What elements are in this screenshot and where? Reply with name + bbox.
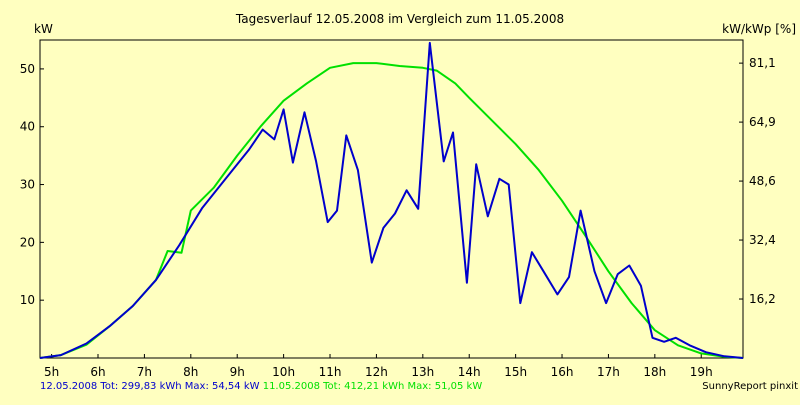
plot-frame <box>39 39 744 359</box>
series-lines <box>39 41 744 359</box>
x-tick-label: 5h <box>44 365 59 379</box>
x-tick-label: 12h <box>365 365 388 379</box>
left-axis-unit: kW <box>34 22 53 36</box>
x-tick-label: 13h <box>411 365 434 379</box>
right-y-tick-label: 64,9 <box>749 115 776 129</box>
right-y-tick-label: 32,4 <box>749 233 776 247</box>
credit-text: SunnyReport pinxit <box>702 381 798 392</box>
x-tick-label: 9h <box>230 365 245 379</box>
x-tick-label: 17h <box>597 365 620 379</box>
chart-title: Tagesverlauf 12.05.2008 im Vergleich zum… <box>235 12 564 26</box>
right-y-axis: 16,2 32,4 48,6 64,9 81,1 <box>739 56 776 306</box>
right-y-tick-label: 16,2 <box>749 292 776 306</box>
x-tick-label: 16h <box>551 365 574 379</box>
left-y-tick-label: 10 <box>20 293 35 307</box>
footer-series1-summary: 12.05.2008 Tot: 299,83 kWh Max: 54,54 kW <box>40 381 260 392</box>
x-tick-label: 19h <box>690 365 713 379</box>
right-axis-unit: kW/kWp [%] <box>722 22 796 36</box>
x-tick-label: 15h <box>504 365 527 379</box>
left-y-axis: 10 20 30 40 50 <box>20 62 44 307</box>
right-y-tick-label: 81,1 <box>749 56 776 70</box>
x-tick-label: 10h <box>272 365 295 379</box>
x-tick-label: 6h <box>90 365 105 379</box>
right-y-tick-label: 48,6 <box>749 174 776 188</box>
series-line <box>39 62 744 359</box>
x-tick-label: 7h <box>137 365 152 379</box>
series-line <box>39 41 744 359</box>
left-y-tick-label: 20 <box>20 235 35 249</box>
x-tick-label: 14h <box>458 365 481 379</box>
x-tick-label: 18h <box>643 365 666 379</box>
chart-footer: 12.05.2008 Tot: 299,83 kWh Max: 54,54 kW… <box>40 381 482 392</box>
left-y-tick-label: 30 <box>20 178 35 192</box>
footer-series2-summary: 11.05.2008 Tot: 412,21 kWh Max: 51,05 kW <box>262 381 483 392</box>
x-tick-label: 8h <box>183 365 198 379</box>
x-axis: 5h 6h 7h 8h 9h 10h 11h 12h 13h 14h 15h 16h 17h 18h 19h <box>44 354 713 379</box>
left-y-tick-label: 50 <box>20 62 35 76</box>
x-tick-label: 11h <box>319 365 342 379</box>
left-y-tick-label: 40 <box>20 120 35 134</box>
